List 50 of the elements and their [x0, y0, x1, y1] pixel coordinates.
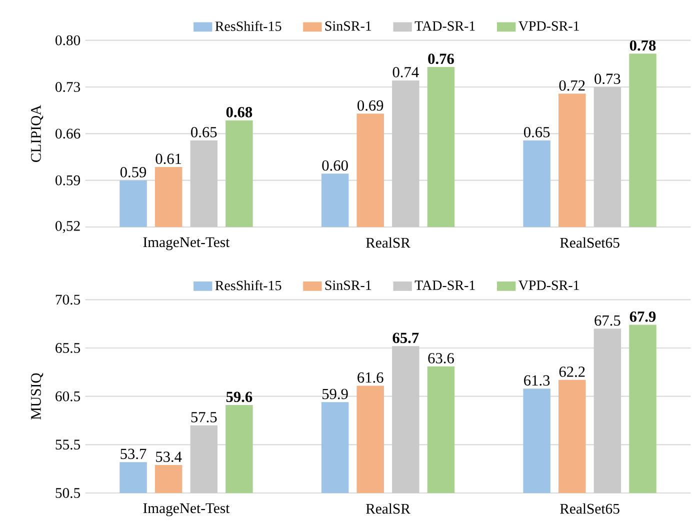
data-label: 0.72 — [559, 80, 585, 91]
legend-label: SinSR-1 — [325, 21, 372, 31]
data-label: 67.9 — [630, 312, 656, 322]
data-label: 62.2 — [559, 366, 585, 377]
legend-label: ResShift-15 — [215, 280, 282, 290]
data-label: 0.60 — [322, 160, 348, 171]
data-label: 0.68 — [226, 106, 252, 118]
data-label: 0.74 — [392, 66, 419, 78]
x-tick-label: RealSR — [366, 503, 410, 514]
x-tick-label: ImageNet-Test — [143, 237, 230, 250]
legend-label: VPD-SR-1 — [518, 21, 579, 31]
data-label: 0.61 — [156, 154, 182, 164]
y-tick-label: 65.5 — [56, 343, 80, 353]
legend-label: TAD-SR-1 — [414, 280, 475, 290]
data-label: 61.3 — [524, 375, 550, 386]
legend-label: SinSR-1 — [325, 280, 372, 290]
x-tick-label: ImageNet-Test — [143, 503, 230, 516]
y-axis-title: MUSIQ — [31, 372, 44, 420]
data-label: 0.78 — [630, 40, 656, 51]
data-label: 61.6 — [358, 372, 384, 383]
y-tick-label: 60.5 — [56, 391, 80, 402]
y-tick-label: 0,52 — [56, 221, 80, 234]
data-label: 63.6 — [428, 353, 454, 364]
data-label: 59.6 — [226, 392, 252, 402]
x-tick-label: RealSet65 — [560, 237, 620, 248]
x-tick-label: RealSR — [366, 237, 410, 248]
data-label: 53.4 — [156, 452, 182, 462]
data-label: 59.9 — [322, 388, 348, 400]
data-label: 0.69 — [358, 100, 384, 111]
y-tick-label: 50.5 — [56, 488, 80, 498]
data-label: 0.73 — [594, 74, 620, 84]
data-label: 0.65 — [191, 126, 217, 138]
data-label: 0.59 — [120, 166, 146, 178]
y-tick-label: 0.73 — [56, 82, 80, 92]
data-label: 53.7 — [120, 448, 146, 460]
x-tick-label: RealSet65 — [560, 503, 620, 514]
data-label: 65.7 — [392, 332, 419, 344]
y-tick-label: 0.80 — [56, 35, 80, 46]
legend-label: VPD-SR-1 — [518, 280, 579, 290]
legend-label: TAD-SR-1 — [414, 21, 475, 31]
y-tick-label: 0.59 — [56, 175, 80, 186]
data-label: 57.5 — [191, 412, 217, 422]
y-tick-label: 70.5 — [56, 294, 80, 305]
y-tick-label: 55.5 — [56, 440, 80, 450]
y-tick-label: 0.66 — [56, 128, 80, 139]
y-axis-title: CLIPIQA — [31, 104, 44, 162]
data-label: 67.5 — [594, 315, 620, 326]
legend-label: ResShift-15 — [215, 21, 282, 32]
data-label: 0.76 — [428, 54, 454, 64]
data-label: 0.65 — [524, 126, 550, 138]
